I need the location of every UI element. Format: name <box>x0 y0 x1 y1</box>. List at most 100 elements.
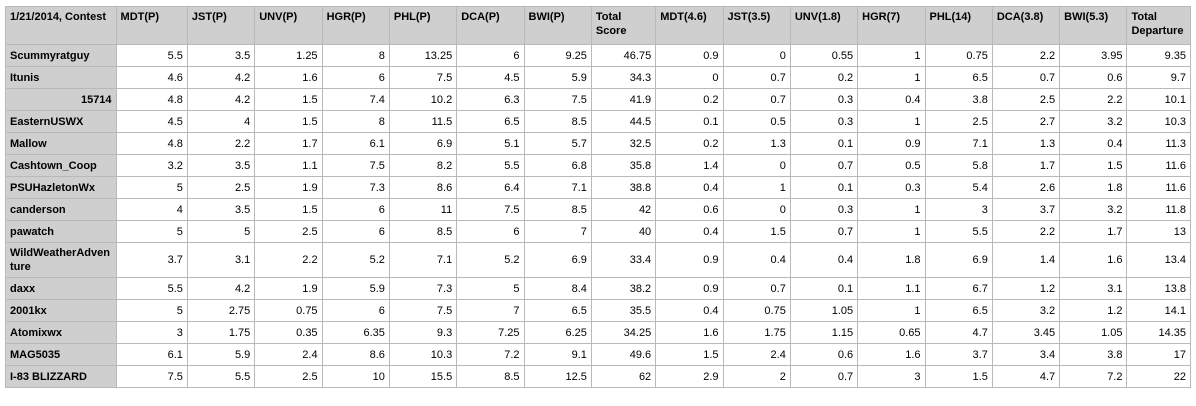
value-cell[interactable]: 1 <box>857 44 926 67</box>
value-cell[interactable]: 7.5 <box>388 66 458 89</box>
header-cell[interactable]: HGR(7) <box>857 6 926 45</box>
value-cell[interactable]: 0 <box>722 198 791 221</box>
value-cell[interactable]: 1.4 <box>655 154 724 177</box>
value-cell[interactable]: 5.9 <box>186 343 256 366</box>
value-cell[interactable]: 1.5 <box>254 88 323 111</box>
value-cell[interactable]: 2.2 <box>991 44 1061 67</box>
value-cell[interactable]: 5.5 <box>186 365 256 388</box>
value-cell[interactable]: 2.5 <box>254 365 323 388</box>
value-cell[interactable]: 10 <box>321 365 390 388</box>
value-cell[interactable]: 0.1 <box>655 110 724 133</box>
value-cell[interactable]: 7.5 <box>321 154 390 177</box>
value-cell[interactable]: 3.8 <box>1059 343 1128 366</box>
value-cell[interactable]: 4 <box>186 110 256 133</box>
header-cell[interactable]: HGR(P) <box>321 6 390 45</box>
row-name-cell[interactable]: canderson <box>5 198 117 221</box>
header-cell[interactable]: BWI(P) <box>523 6 592 45</box>
header-cell[interactable]: UNV(P) <box>254 6 323 45</box>
value-cell[interactable]: 4 <box>115 198 188 221</box>
value-cell[interactable]: 0.9 <box>857 132 926 155</box>
value-cell[interactable]: 4.2 <box>186 88 256 111</box>
value-cell[interactable]: 0.7 <box>722 277 791 300</box>
header-cell[interactable]: JST(P) <box>186 6 256 45</box>
value-cell[interactable]: 2.2 <box>254 242 323 278</box>
value-cell[interactable]: 0.2 <box>655 132 724 155</box>
value-cell[interactable]: 1.05 <box>789 299 859 322</box>
value-cell[interactable]: 6 <box>321 220 390 243</box>
value-cell[interactable]: 0.7 <box>722 66 791 89</box>
value-cell[interactable]: 6.4 <box>456 176 525 199</box>
value-cell[interactable]: 0.75 <box>924 44 993 67</box>
value-cell[interactable]: 1.1 <box>254 154 323 177</box>
value-cell[interactable]: 46.75 <box>590 44 657 67</box>
value-cell[interactable]: 6.1 <box>115 343 188 366</box>
row-name-cell[interactable]: 2001kx <box>5 299 117 322</box>
value-cell[interactable]: 9.1 <box>523 343 592 366</box>
value-cell[interactable]: 0.65 <box>857 321 926 344</box>
value-cell[interactable]: 6.9 <box>523 242 592 278</box>
value-cell[interactable]: 6 <box>456 220 525 243</box>
value-cell[interactable]: 5.8 <box>924 154 993 177</box>
header-cell[interactable]: Total Departure <box>1126 6 1191 45</box>
value-cell[interactable]: 1 <box>857 220 926 243</box>
value-cell[interactable]: 6.1 <box>321 132 390 155</box>
value-cell[interactable]: 8.5 <box>388 220 458 243</box>
value-cell[interactable]: 34.25 <box>590 321 657 344</box>
value-cell[interactable]: 1.4 <box>991 242 1061 278</box>
header-cell[interactable]: BWI(5.3) <box>1059 6 1128 45</box>
value-cell[interactable]: 2.2 <box>186 132 256 155</box>
value-cell[interactable]: 11.3 <box>1126 132 1191 155</box>
value-cell[interactable]: 5.7 <box>523 132 592 155</box>
value-cell[interactable]: 3 <box>115 321 188 344</box>
value-cell[interactable]: 1.3 <box>722 132 791 155</box>
value-cell[interactable]: 0.9 <box>655 277 724 300</box>
value-cell[interactable]: 40 <box>590 220 657 243</box>
value-cell[interactable]: 4.8 <box>115 88 188 111</box>
value-cell[interactable]: 6 <box>321 198 390 221</box>
value-cell[interactable]: 3.5 <box>186 44 256 67</box>
value-cell[interactable]: 0.2 <box>655 88 724 111</box>
value-cell[interactable]: 5.5 <box>456 154 525 177</box>
value-cell[interactable]: 8.5 <box>523 198 592 221</box>
value-cell[interactable]: 10.2 <box>388 88 458 111</box>
value-cell[interactable]: 2.2 <box>991 220 1061 243</box>
value-cell[interactable]: 0.9 <box>655 44 724 67</box>
value-cell[interactable]: 6 <box>321 299 390 322</box>
value-cell[interactable]: 1 <box>722 176 791 199</box>
value-cell[interactable]: 3.4 <box>991 343 1061 366</box>
value-cell[interactable]: 5 <box>115 220 188 243</box>
value-cell[interactable]: 3.1 <box>186 242 256 278</box>
value-cell[interactable]: 0.35 <box>254 321 323 344</box>
value-cell[interactable]: 35.8 <box>590 154 657 177</box>
value-cell[interactable]: 1.2 <box>1059 299 1128 322</box>
value-cell[interactable]: 4.6 <box>115 66 188 89</box>
value-cell[interactable]: 44.5 <box>590 110 657 133</box>
value-cell[interactable]: 1.5 <box>254 198 323 221</box>
value-cell[interactable]: 1.6 <box>655 321 724 344</box>
value-cell[interactable]: 3.7 <box>115 242 188 278</box>
value-cell[interactable]: 10.3 <box>388 343 458 366</box>
value-cell[interactable]: 8.4 <box>523 277 592 300</box>
value-cell[interactable]: 4.8 <box>115 132 188 155</box>
value-cell[interactable]: 3.1 <box>1059 277 1128 300</box>
value-cell[interactable]: 7.3 <box>321 176 390 199</box>
value-cell[interactable]: 7 <box>456 299 525 322</box>
value-cell[interactable]: 1.15 <box>789 321 859 344</box>
value-cell[interactable]: 0.4 <box>789 242 859 278</box>
value-cell[interactable]: 9.25 <box>523 44 592 67</box>
value-cell[interactable]: 3.2 <box>991 299 1061 322</box>
value-cell[interactable]: 2.5 <box>991 88 1061 111</box>
value-cell[interactable]: 5.5 <box>924 220 993 243</box>
row-name-cell[interactable]: 15714 <box>5 88 117 111</box>
value-cell[interactable]: 0.6 <box>1059 66 1128 89</box>
value-cell[interactable]: 32.5 <box>590 132 657 155</box>
value-cell[interactable]: 0.3 <box>789 88 859 111</box>
value-cell[interactable]: 6.9 <box>388 132 458 155</box>
value-cell[interactable]: 0.3 <box>857 176 926 199</box>
value-cell[interactable]: 0 <box>655 66 724 89</box>
value-cell[interactable]: 1.5 <box>722 220 791 243</box>
row-name-cell[interactable]: I-83 BLIZZARD <box>5 365 117 388</box>
value-cell[interactable]: 4.7 <box>924 321 993 344</box>
value-cell[interactable]: 7.2 <box>1059 365 1128 388</box>
value-cell[interactable]: 5.9 <box>321 277 390 300</box>
